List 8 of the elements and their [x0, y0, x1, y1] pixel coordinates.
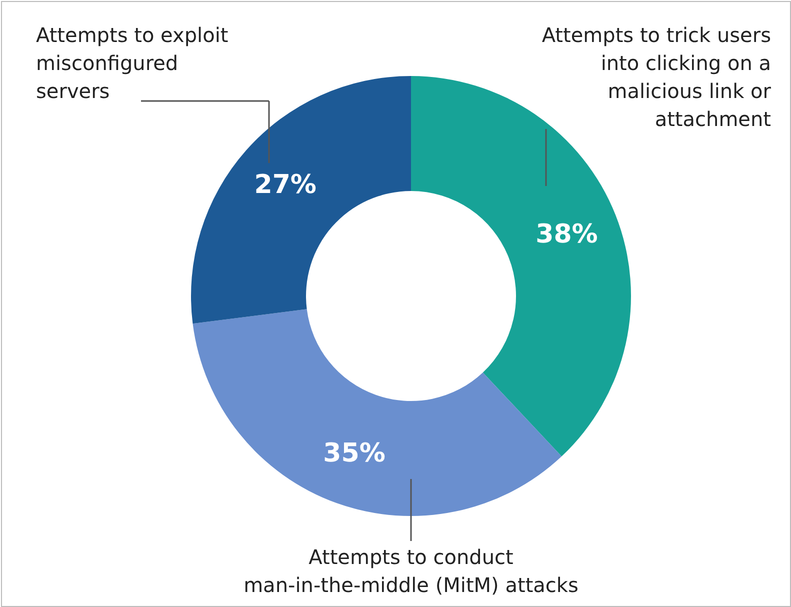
slice-label: Attempts to exploit misconfigured servers	[36, 23, 228, 103]
data-label: 27%	[254, 170, 316, 200]
data-label: 35%	[323, 438, 386, 469]
data-label: 38%	[536, 219, 598, 250]
slice-label: Attempts to conduct man-in-the-middle (MitM) attacks	[244, 545, 578, 597]
donut-slice	[191, 76, 411, 324]
donut-slice	[192, 309, 562, 516]
slice-label: Attempts to trick users into clicking on a malicious link or attachment	[542, 23, 772, 131]
